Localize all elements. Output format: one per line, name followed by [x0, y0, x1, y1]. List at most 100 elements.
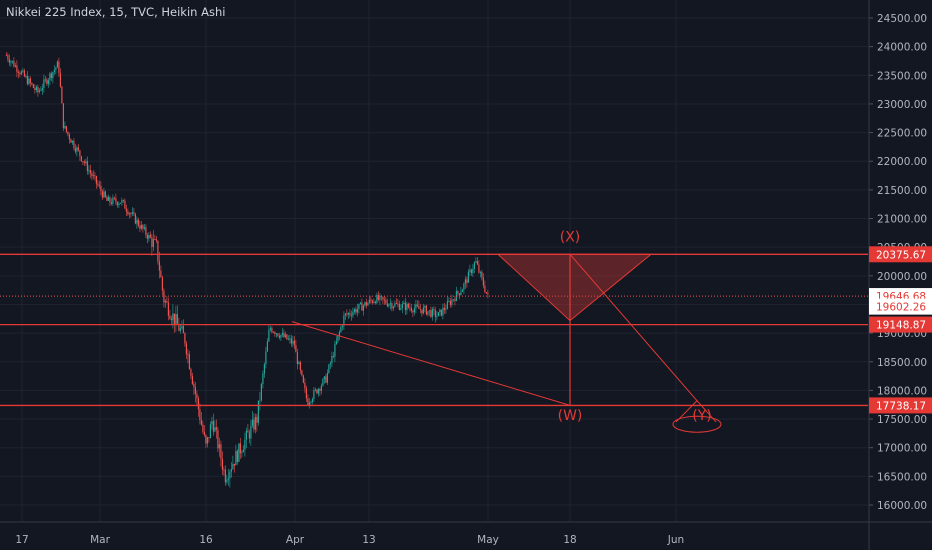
- y-target-ellipse[interactable]: [672, 415, 722, 433]
- candle-body: [271, 328, 273, 333]
- candle-body: [20, 71, 22, 75]
- candle-body: [359, 302, 361, 304]
- candle-body: [482, 277, 484, 286]
- candle-body: [140, 224, 142, 229]
- y-tick-label: 16000.00: [877, 500, 927, 512]
- candle-body: [187, 354, 189, 355]
- candle-body: [97, 183, 99, 186]
- candle-body: [145, 227, 147, 235]
- candle-body: [5, 55, 7, 57]
- candle-body: [407, 303, 409, 308]
- candle-body: [14, 65, 16, 67]
- candle-body: [196, 393, 198, 399]
- candle-body: [83, 161, 85, 164]
- candle-body: [208, 437, 210, 439]
- candle-body: [368, 299, 370, 303]
- candle-body: [124, 200, 126, 209]
- candle-body: [113, 197, 115, 199]
- candle-body: [98, 185, 100, 186]
- candle-body: [218, 444, 220, 449]
- candle-body: [256, 416, 258, 423]
- candle-body: [95, 176, 97, 184]
- candle-body: [149, 235, 151, 238]
- x-tick-label: 17: [15, 534, 28, 546]
- candle-body: [409, 307, 411, 309]
- candle-body: [448, 301, 450, 302]
- candle-body: [28, 78, 30, 85]
- x-tick-label: May: [477, 534, 499, 546]
- candle-body: [139, 225, 141, 229]
- candle-body: [221, 458, 223, 470]
- candle-body: [332, 355, 334, 357]
- candle-body: [188, 354, 190, 370]
- candle-body: [199, 409, 201, 421]
- candle-body: [457, 291, 459, 294]
- wave-label: (Y): [692, 408, 711, 424]
- candle-body: [119, 202, 121, 204]
- candle-body: [64, 126, 66, 129]
- price-axis[interactable]: 16000.00 16500.00 17000.00 17500.00 18000.00…: [868, 0, 932, 550]
- x-y-trend-line[interactable]: [569, 253, 698, 402]
- candle-body: [419, 308, 421, 310]
- candle-body: [200, 420, 202, 425]
- candle-body: [371, 300, 373, 303]
- candle-body: [280, 334, 282, 338]
- candle-body: [224, 469, 226, 483]
- candle-body: [22, 70, 24, 72]
- y-tick-label: 20000.00: [877, 271, 927, 283]
- candle-body: [362, 305, 364, 311]
- candle-body: [101, 191, 103, 198]
- candle-body: [226, 479, 228, 483]
- candle-body: [328, 364, 330, 373]
- wave-drawings[interactable]: (X) (W) (Y): [0, 229, 868, 433]
- candle-body: [298, 362, 300, 365]
- candle-body: [56, 61, 58, 68]
- candle-body: [206, 437, 208, 444]
- candle-body: [472, 268, 474, 274]
- candle-body: [41, 87, 43, 91]
- candle-body: [53, 69, 55, 72]
- w-trend-line[interactable]: [291, 321, 571, 406]
- candle-body: [239, 443, 241, 454]
- candle-body: [427, 311, 429, 315]
- candle-body: [16, 65, 18, 72]
- candle-body: [296, 352, 298, 365]
- candle-body: [37, 86, 39, 93]
- candle-body: [398, 304, 400, 310]
- projection-triangle[interactable]: [496, 253, 653, 322]
- candle-body: [185, 343, 187, 355]
- candle-body: [172, 313, 174, 321]
- candle-body: [290, 338, 292, 344]
- candle-body: [329, 363, 331, 365]
- candle-body: [211, 421, 213, 425]
- candle-body: [68, 134, 70, 140]
- candle-body: [235, 450, 237, 466]
- candle-body: [236, 450, 238, 462]
- candle-body: [355, 309, 357, 313]
- candle-body: [439, 309, 441, 313]
- candle-body: [166, 301, 168, 303]
- candle-body: [445, 308, 447, 310]
- candle-body: [397, 303, 399, 305]
- candle-body: [179, 328, 181, 331]
- candle-body: [26, 76, 28, 85]
- y-tick-label: 18500.00: [877, 357, 927, 369]
- y-tick-label: 16500.00: [877, 471, 927, 483]
- candle-body: [278, 335, 280, 338]
- candle-body: [13, 60, 15, 67]
- candle-body: [217, 429, 219, 449]
- candle-body: [209, 424, 211, 439]
- candle-body: [61, 86, 63, 104]
- time-axis[interactable]: 17 Mar 16 Apr 13 May 18 Jun: [0, 521, 932, 546]
- candle-body: [167, 302, 169, 316]
- candle-body: [310, 401, 312, 403]
- x-tick-label: 16: [199, 534, 213, 546]
- candle-body: [191, 375, 193, 385]
- candle-body: [473, 262, 475, 269]
- candle-body: [46, 79, 48, 85]
- candle-body: [475, 261, 477, 263]
- candle-body: [451, 299, 453, 305]
- x-tick-label: Apr: [286, 534, 305, 546]
